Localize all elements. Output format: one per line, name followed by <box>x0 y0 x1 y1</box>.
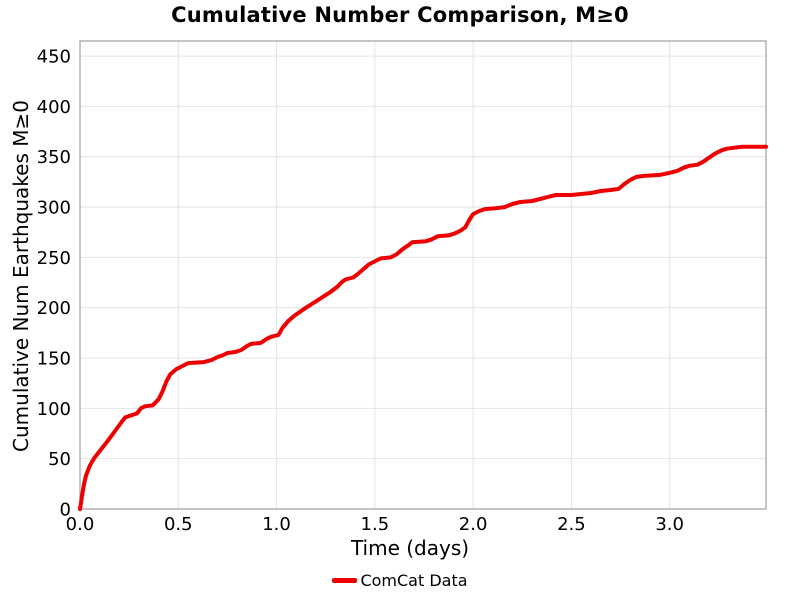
x-tick-label: 0.0 <box>66 514 95 535</box>
x-tick-label: 3.0 <box>655 514 684 535</box>
chart-title: Cumulative Number Comparison, M≥0 <box>171 3 629 27</box>
legend-label: ComCat Data <box>360 570 468 590</box>
plot-border <box>79 40 767 510</box>
x-tick-label: 1.5 <box>361 514 390 535</box>
y-tick-label: 300 <box>37 198 71 219</box>
x-tick-label: 0.5 <box>164 514 193 535</box>
y-tick-label: 50 <box>48 449 71 470</box>
data-series-line <box>78 144 768 511</box>
y-tick-label: 200 <box>37 298 71 319</box>
y-tick-label: 0 <box>60 500 71 521</box>
y-tick-label: 100 <box>37 399 71 420</box>
legend-line-swatch <box>332 577 358 583</box>
x-axis-label: Time (days) <box>350 536 470 560</box>
y-tick-label: 400 <box>37 97 71 118</box>
y-tick-label: 250 <box>37 248 71 269</box>
legend: ComCat Data <box>0 567 800 593</box>
y-axis-label: Cumulative Num Earthquakes M≥0 <box>9 100 33 452</box>
y-tick-label: 450 <box>37 47 71 68</box>
x-tick-label: 2.5 <box>557 514 586 535</box>
y-tick-label: 150 <box>37 349 71 370</box>
x-tick-label: 1.0 <box>262 514 291 535</box>
y-tick-label: 350 <box>37 147 71 168</box>
x-tick-label: 2.0 <box>459 514 488 535</box>
